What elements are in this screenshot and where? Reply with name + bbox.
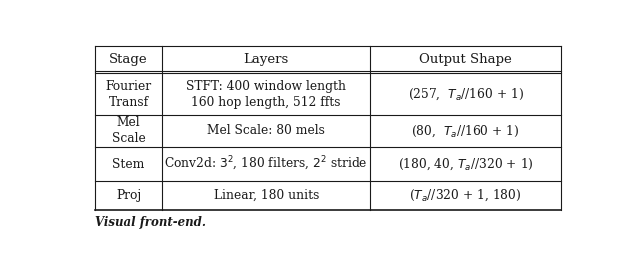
Text: Mel Scale: 80 mels: Mel Scale: 80 mels [207, 124, 325, 138]
Text: Conv2d: $3^2$, 180 filters, $2^2$ stride: Conv2d: $3^2$, 180 filters, $2^2$ stride [164, 155, 368, 173]
Text: Proj: Proj [116, 189, 141, 202]
Text: Visual front-end.: Visual front-end. [95, 215, 206, 228]
Text: Fourier
Transf: Fourier Transf [106, 80, 152, 109]
Text: ($T_a$//320 + 1, 180): ($T_a$//320 + 1, 180) [410, 188, 522, 203]
Text: Output Shape: Output Shape [419, 53, 512, 66]
Text: (80,  $T_a$//160 + 1): (80, $T_a$//160 + 1) [412, 123, 520, 139]
Text: Stage: Stage [109, 53, 148, 66]
Text: (257,  $T_a$//160 + 1): (257, $T_a$//160 + 1) [408, 86, 524, 102]
Text: Stem: Stem [113, 157, 145, 171]
Text: (180, 40, $T_a$//320 + 1): (180, 40, $T_a$//320 + 1) [397, 156, 534, 172]
Text: STFT: 400 window length
160 hop length, 512 ffts: STFT: 400 window length 160 hop length, … [186, 80, 346, 109]
Text: Layers: Layers [244, 53, 289, 66]
Text: Linear, 180 units: Linear, 180 units [214, 189, 319, 202]
Text: Mel
Scale: Mel Scale [112, 117, 145, 146]
